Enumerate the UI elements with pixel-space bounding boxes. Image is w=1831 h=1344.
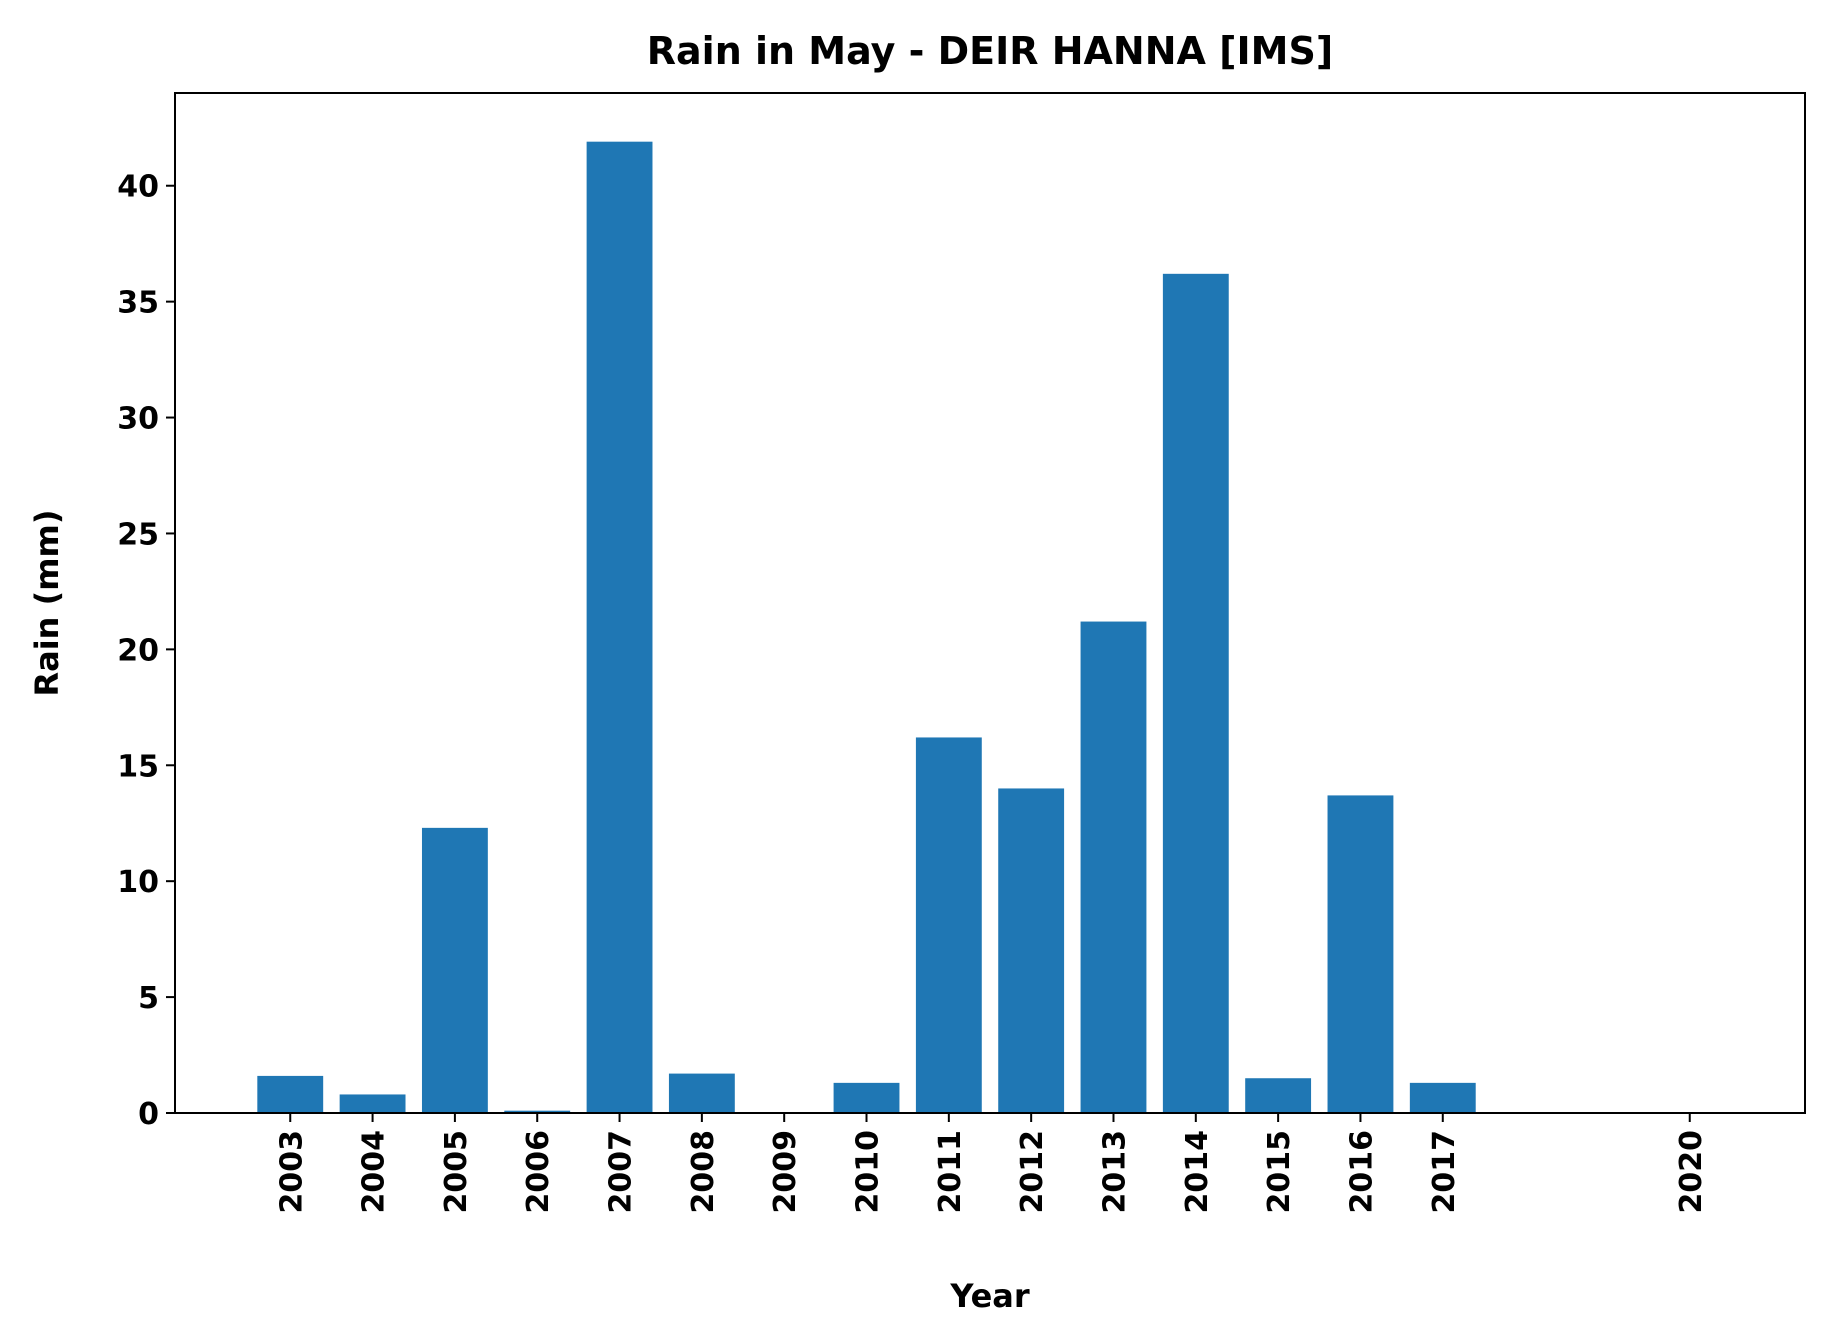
x-tick-label: 2004 xyxy=(357,1130,392,1214)
y-tick-label: 5 xyxy=(138,981,159,1016)
y-tick-label: 15 xyxy=(117,749,159,784)
x-tick-label: 2008 xyxy=(686,1130,721,1214)
bar-2013 xyxy=(1080,621,1147,1113)
x-tick-label: 2013 xyxy=(1097,1130,1132,1214)
x-axis-label: Year xyxy=(949,1277,1030,1315)
y-tick-label: 35 xyxy=(117,286,159,321)
x-tick-label: 2017 xyxy=(1427,1130,1462,1214)
bar-2011 xyxy=(915,737,982,1113)
y-tick-label: 30 xyxy=(117,402,159,437)
x-tick-label: 2014 xyxy=(1180,1130,1215,1214)
x-tick-label: 2020 xyxy=(1674,1130,1709,1214)
bar-2008 xyxy=(668,1073,735,1113)
chart-title: Rain in May - DEIR HANNA [IMS] xyxy=(647,29,1333,73)
x-tick-label: 2009 xyxy=(768,1130,803,1214)
bar-2010 xyxy=(833,1082,900,1113)
x-tick-label: 2012 xyxy=(1015,1130,1050,1214)
bar-2017 xyxy=(1409,1082,1476,1113)
y-axis-label: Rain (mm) xyxy=(28,509,66,696)
bar-2005 xyxy=(421,827,488,1113)
plot-frame xyxy=(174,92,1806,1114)
x-tick-label: 2007 xyxy=(604,1130,639,1214)
x-tick-label: 2011 xyxy=(933,1130,968,1214)
y-tick-label: 10 xyxy=(117,865,159,900)
x-tick-label: 2015 xyxy=(1262,1130,1297,1214)
y-tick-label: 0 xyxy=(138,1097,159,1132)
y-tick-label: 20 xyxy=(117,633,159,668)
x-axis: 2003 2004 2005 2006 2007 2008 2009 2010 2011 2012… xyxy=(274,1113,1709,1214)
y-axis: 0 5 10 15 20 25 30 35 40 xyxy=(117,170,175,1132)
y-tick-label: 40 xyxy=(117,170,159,205)
plot-area xyxy=(174,92,1806,1114)
bar-2016 xyxy=(1327,795,1394,1113)
bar-2012 xyxy=(998,788,1065,1113)
bar-2015 xyxy=(1245,1078,1312,1113)
x-tick-label: 2005 xyxy=(439,1130,474,1214)
bar-2006 xyxy=(504,1110,571,1113)
x-tick-label: 2006 xyxy=(521,1130,556,1214)
bars xyxy=(257,141,1476,1113)
x-tick-label: 2010 xyxy=(851,1130,886,1214)
x-tick-label: 2003 xyxy=(274,1130,309,1214)
y-tick-label: 25 xyxy=(117,517,159,552)
x-tick-label: 2016 xyxy=(1344,1130,1379,1214)
bar-2004 xyxy=(339,1094,406,1113)
bar-2003 xyxy=(257,1075,324,1113)
bar-2007 xyxy=(586,141,653,1113)
bar-2014 xyxy=(1162,273,1229,1113)
